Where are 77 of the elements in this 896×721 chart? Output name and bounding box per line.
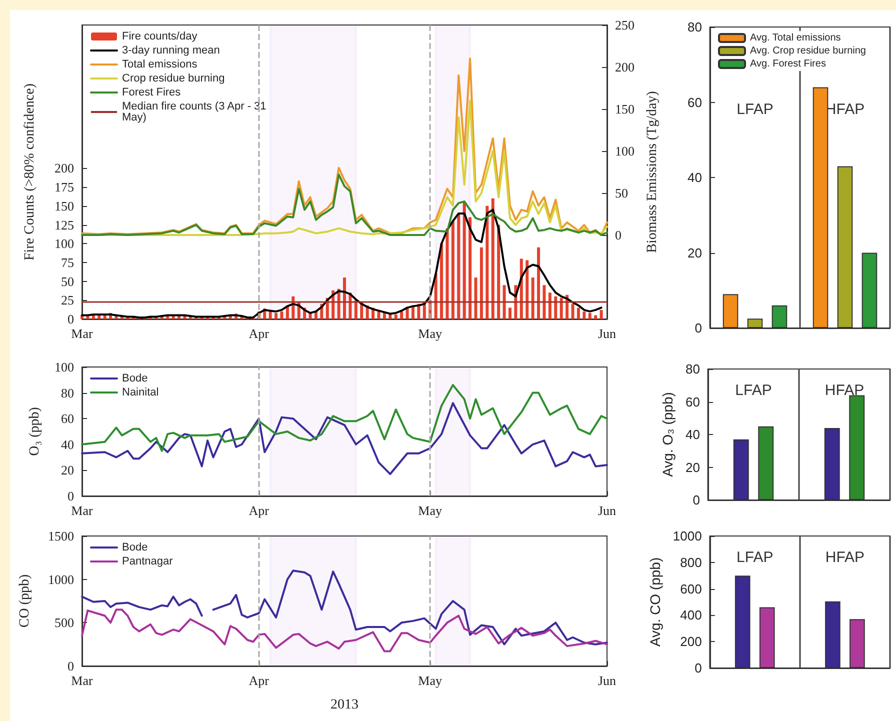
legend-label: Forest Fires [122,86,182,98]
y2-tick-label: 100 [615,144,634,158]
y-tick-label: 0 [694,660,702,676]
y-tick-label: 40 [61,436,74,452]
y-tick-label: 20 [688,245,702,260]
y-tick-label: 175 [54,180,74,195]
x-tick-label: Mar [71,326,94,341]
x-tick-label: HFAP [825,549,865,566]
legend-label: Avg. Crop residue burning [750,46,866,56]
y2-tick-label: 200 [615,60,634,74]
y2-tick-label: 150 [615,102,634,116]
y-tick-label: 60 [61,411,74,426]
legend-label: Avg. Forest Fires [750,58,826,70]
x-tick-label: Apr [248,326,270,341]
x-tick-label: May [418,326,443,341]
y2-tick-label: 50 [615,186,628,200]
y-tick-label: 80 [688,20,702,34]
x-tick-label: May [418,503,443,518]
x-tick-label: LFAP [735,382,772,399]
y-tick-label: 40 [688,170,702,185]
y-axis-title: Fire Counts (>80% confidence) [22,83,38,261]
y-tick-label: 20 [61,462,74,478]
y-tick-label: 40 [686,427,700,442]
y-tick-label: 1000 [672,528,702,544]
y-tick-label: 25 [61,292,74,308]
y-tick-label: 80 [61,385,74,400]
legend-label: Fire counts/day [122,30,198,42]
y2-tick-label: 250 [615,18,634,32]
legend-label: 3-day running mean [122,44,220,56]
y-tick-label: 60 [688,94,702,110]
legend-label: Pantnagar [122,556,174,568]
y-tick-label: 100 [54,236,74,252]
y-tick-label: 0 [692,492,700,508]
legend-label: Nainital [122,386,159,398]
y-tick-label: 0 [68,658,74,674]
y-tick-label: 600 [680,581,702,596]
y-tick-label: 400 [680,608,702,623]
y2-tick-label: 0 [615,228,622,242]
legend-label: Crop residue burning [122,72,225,84]
x-tick-label: LFAP [736,101,774,118]
x-tick-label: Jun [598,503,617,518]
y-tick-label: 200 [680,634,702,650]
legend-label: Total emissions [122,58,198,70]
y-tick-label: 100 [54,360,74,374]
legend-label: Avg. Total emissions [750,32,841,44]
y-tick-label: 80 [686,362,700,376]
legend-label: Bode [122,372,148,384]
y-tick-label: 50 [61,274,74,289]
x-tick-label: HFAP [824,382,864,399]
y-axis-title: CO (ppb) [18,574,32,628]
y-tick-label: 0 [68,312,74,326]
y-axis-title: Avg. CO (ppb) [647,557,663,647]
x-tick-label: LFAP [736,549,774,566]
y-tick-label: 20 [686,460,700,475]
x-tick-label: Apr [248,503,270,518]
legend-label: Bode [122,542,148,554]
x-tick-label: Jun [598,673,617,688]
y-tick-label: 200 [54,160,74,176]
y-tick-label: 150 [54,198,74,214]
y-tick-label: 1000 [48,572,74,587]
y-tick-label: 0 [694,320,702,336]
y-tick-label: 75 [61,254,74,270]
x-tick-label: Jun [598,326,617,341]
x-axis-title: 2013 [330,698,358,712]
y2-axis-title: Biomass Emissions (Tg/day) [644,90,660,253]
y-tick-label: 800 [680,554,702,570]
y-axis-title: Avg. O₃ (ppb) [660,392,676,477]
x-tick-label: May [418,673,443,688]
y-tick-label: 1500 [48,528,74,544]
y-tick-label: 0 [68,488,74,504]
x-tick-label: Mar [71,673,94,688]
y-tick-label: 125 [54,217,74,232]
x-tick-label: Mar [71,503,94,518]
y-tick-label: 500 [54,615,74,630]
y-axis-title: O₃ (ppb) [28,406,42,456]
x-tick-label: Apr [248,673,270,688]
y-tick-label: 60 [686,394,700,410]
